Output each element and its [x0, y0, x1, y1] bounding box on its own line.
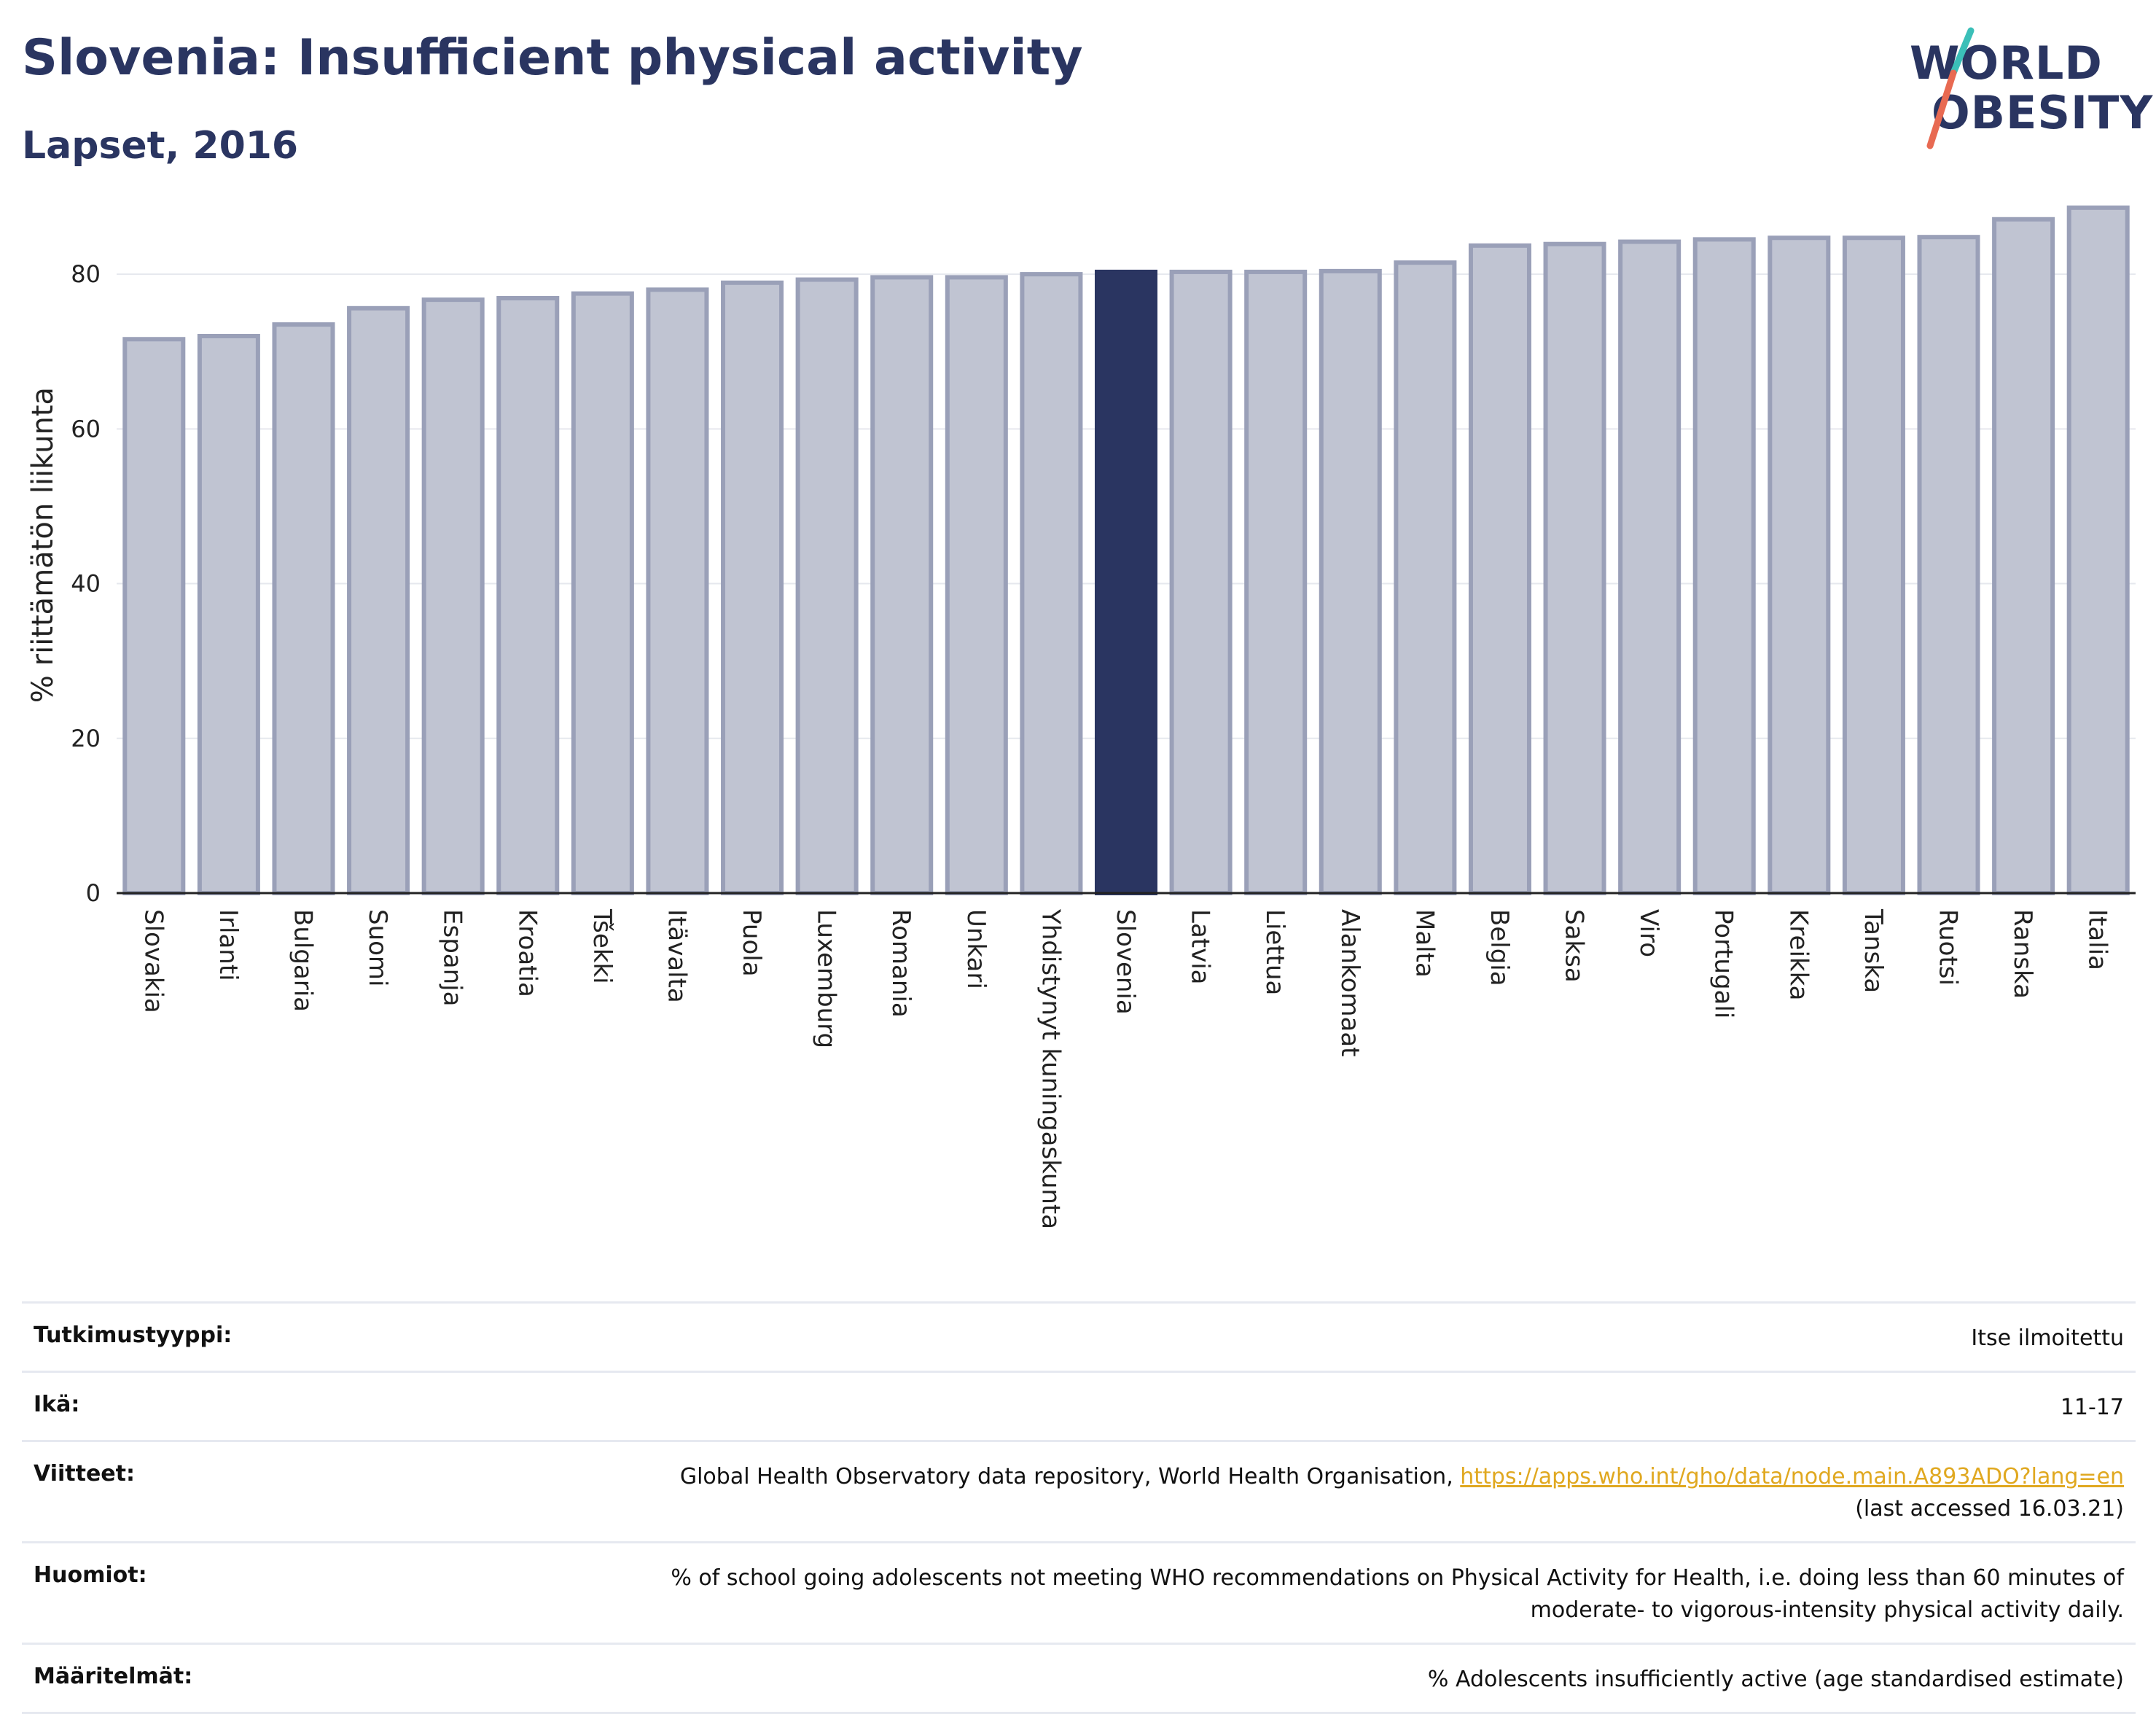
info-table: Tutkimustyyppi: Itse ilmoitettu Ikä: 11-… [22, 1301, 2136, 1714]
info-value: % Adolescents insufficiently active (age… [1427, 1667, 2124, 1692]
bar [1692, 237, 1756, 896]
logo-line2: OBESITY [1932, 86, 2154, 139]
x-tick-label: Suomi [363, 909, 392, 987]
reference-link[interactable]: https://apps.who.int/gho/data/node.main.… [1460, 1464, 2124, 1489]
bar [347, 305, 410, 896]
info-value: % of school going adolescents not meetin… [671, 1562, 2124, 1627]
bar [795, 277, 859, 896]
bar [721, 280, 784, 896]
x-tick-label: Viro [1634, 909, 1663, 957]
y-tick-label: 60 [71, 415, 101, 443]
x-tick-label: Italia [2083, 909, 2112, 970]
notes-line1: % of school going adolescents not meetin… [671, 1565, 2124, 1591]
bar [1992, 217, 2055, 896]
logo-line1: WORLD [1910, 36, 2103, 90]
x-tick-label: Alankomaat [1335, 909, 1364, 1057]
x-tick-label: Espanja [438, 909, 467, 1006]
chart-title: Slovenia: Insufficient physical activity [22, 29, 1083, 87]
y-tick-label: 40 [71, 570, 101, 598]
x-tick-label: Luxemburg [812, 909, 841, 1048]
bar [646, 287, 709, 896]
x-tick-label: Slovakia [138, 909, 168, 1013]
info-value: Global Health Observatory data repositor… [680, 1461, 2124, 1525]
bar [870, 275, 934, 896]
info-key: Tutkimustyyppi: [34, 1322, 233, 1348]
bars [122, 205, 2130, 896]
info-value: 11-17 [2060, 1395, 2124, 1420]
x-tick-label: Latvia [1186, 909, 1215, 985]
x-tick-label: Unkari [961, 909, 991, 989]
y-tick-label: 80 [71, 260, 101, 288]
x-tick-label: Slovenia [1111, 909, 1140, 1015]
bar [1842, 235, 1905, 895]
bar [421, 297, 485, 895]
x-tick-label: Yhdistynyt kuningaskunta [1036, 908, 1065, 1229]
bar [571, 291, 634, 895]
info-row-age: Ikä: 11-17 [22, 1371, 2136, 1440]
bar [1394, 260, 1457, 895]
x-tick-label: Ruotsi [1934, 909, 1963, 986]
bar [496, 296, 560, 895]
bar [1020, 272, 1083, 896]
bar [1468, 243, 1531, 896]
x-tick-label: Itävalta [662, 909, 691, 1003]
x-tick-label: Romania [886, 909, 915, 1018]
reference-accessed: (last accessed 16.03.21) [1855, 1496, 2124, 1522]
x-tick-label: Kroatia [512, 909, 542, 997]
bar-chart: 0 20 40 60 80 Slovakia Irlanti Bulgaria Suomi Es… [26, 205, 2136, 1229]
bar [122, 337, 186, 895]
x-tick-label: Puola [737, 909, 766, 977]
bar [1917, 235, 1980, 895]
bar [2066, 205, 2130, 896]
info-row-definitions: Määritelmät: % Adolescents insufficientl… [22, 1643, 2136, 1714]
reference-text: Global Health Observatory data repositor… [679, 1464, 1461, 1489]
chart-subtitle: Lapset, 2016 [22, 124, 299, 168]
info-row-study-type: Tutkimustyyppi: Itse ilmoitettu [22, 1301, 2136, 1371]
info-key: Määritelmät: [34, 1664, 193, 1689]
bar [1169, 269, 1233, 895]
y-tick-label: 0 [86, 879, 101, 907]
info-key: Huomiot: [34, 1562, 147, 1588]
info-key: Viitteet: [34, 1461, 135, 1487]
notes-line2: moderate- to vigorous-intensity physical… [1530, 1597, 2124, 1623]
x-tick-label: Kreikka [1784, 909, 1813, 1001]
bar [1319, 268, 1382, 896]
x-tick-label: Irlanti [214, 909, 243, 981]
bar [1244, 269, 1308, 895]
x-tick-label: Tanska [1859, 908, 1888, 993]
logo-slash-icon [1926, 27, 1975, 149]
x-tick-label: Tšekki [587, 908, 617, 984]
info-key: Ikä: [34, 1392, 80, 1417]
bar [1543, 241, 1606, 895]
bar [197, 334, 260, 895]
bar [1768, 235, 1831, 895]
x-tick-label: Belgia [1485, 909, 1514, 986]
bar [945, 275, 1008, 896]
bar-highlighted [1094, 269, 1158, 895]
x-tick-label: Bulgaria [288, 909, 317, 1012]
info-row-notes: Huomiot: % of school going adolescents n… [22, 1541, 2136, 1643]
world-obesity-logo: WORLD OBESITY [1895, 22, 2152, 153]
info-row-references: Viitteet: Global Health Observatory data… [22, 1440, 2136, 1541]
y-axis-label: % riittämätön liikunta [26, 387, 60, 703]
y-axis-ticks: 0 20 40 60 80 [71, 260, 101, 907]
bar [272, 322, 335, 896]
x-tick-label: Ranska [2008, 909, 2037, 999]
y-tick-label: 20 [71, 725, 101, 752]
info-value: Itse ilmoitettu [1971, 1325, 2124, 1351]
x-tick-label: Liettua [1260, 909, 1289, 995]
x-tick-label: Saksa [1560, 909, 1589, 983]
x-axis-labels: Slovakia Irlanti Bulgaria Suomi Espanja Kroat… [138, 908, 2112, 1229]
x-tick-label: Portugali [1709, 909, 1738, 1018]
bar [1618, 239, 1682, 896]
x-tick-label: Malta [1410, 909, 1439, 978]
